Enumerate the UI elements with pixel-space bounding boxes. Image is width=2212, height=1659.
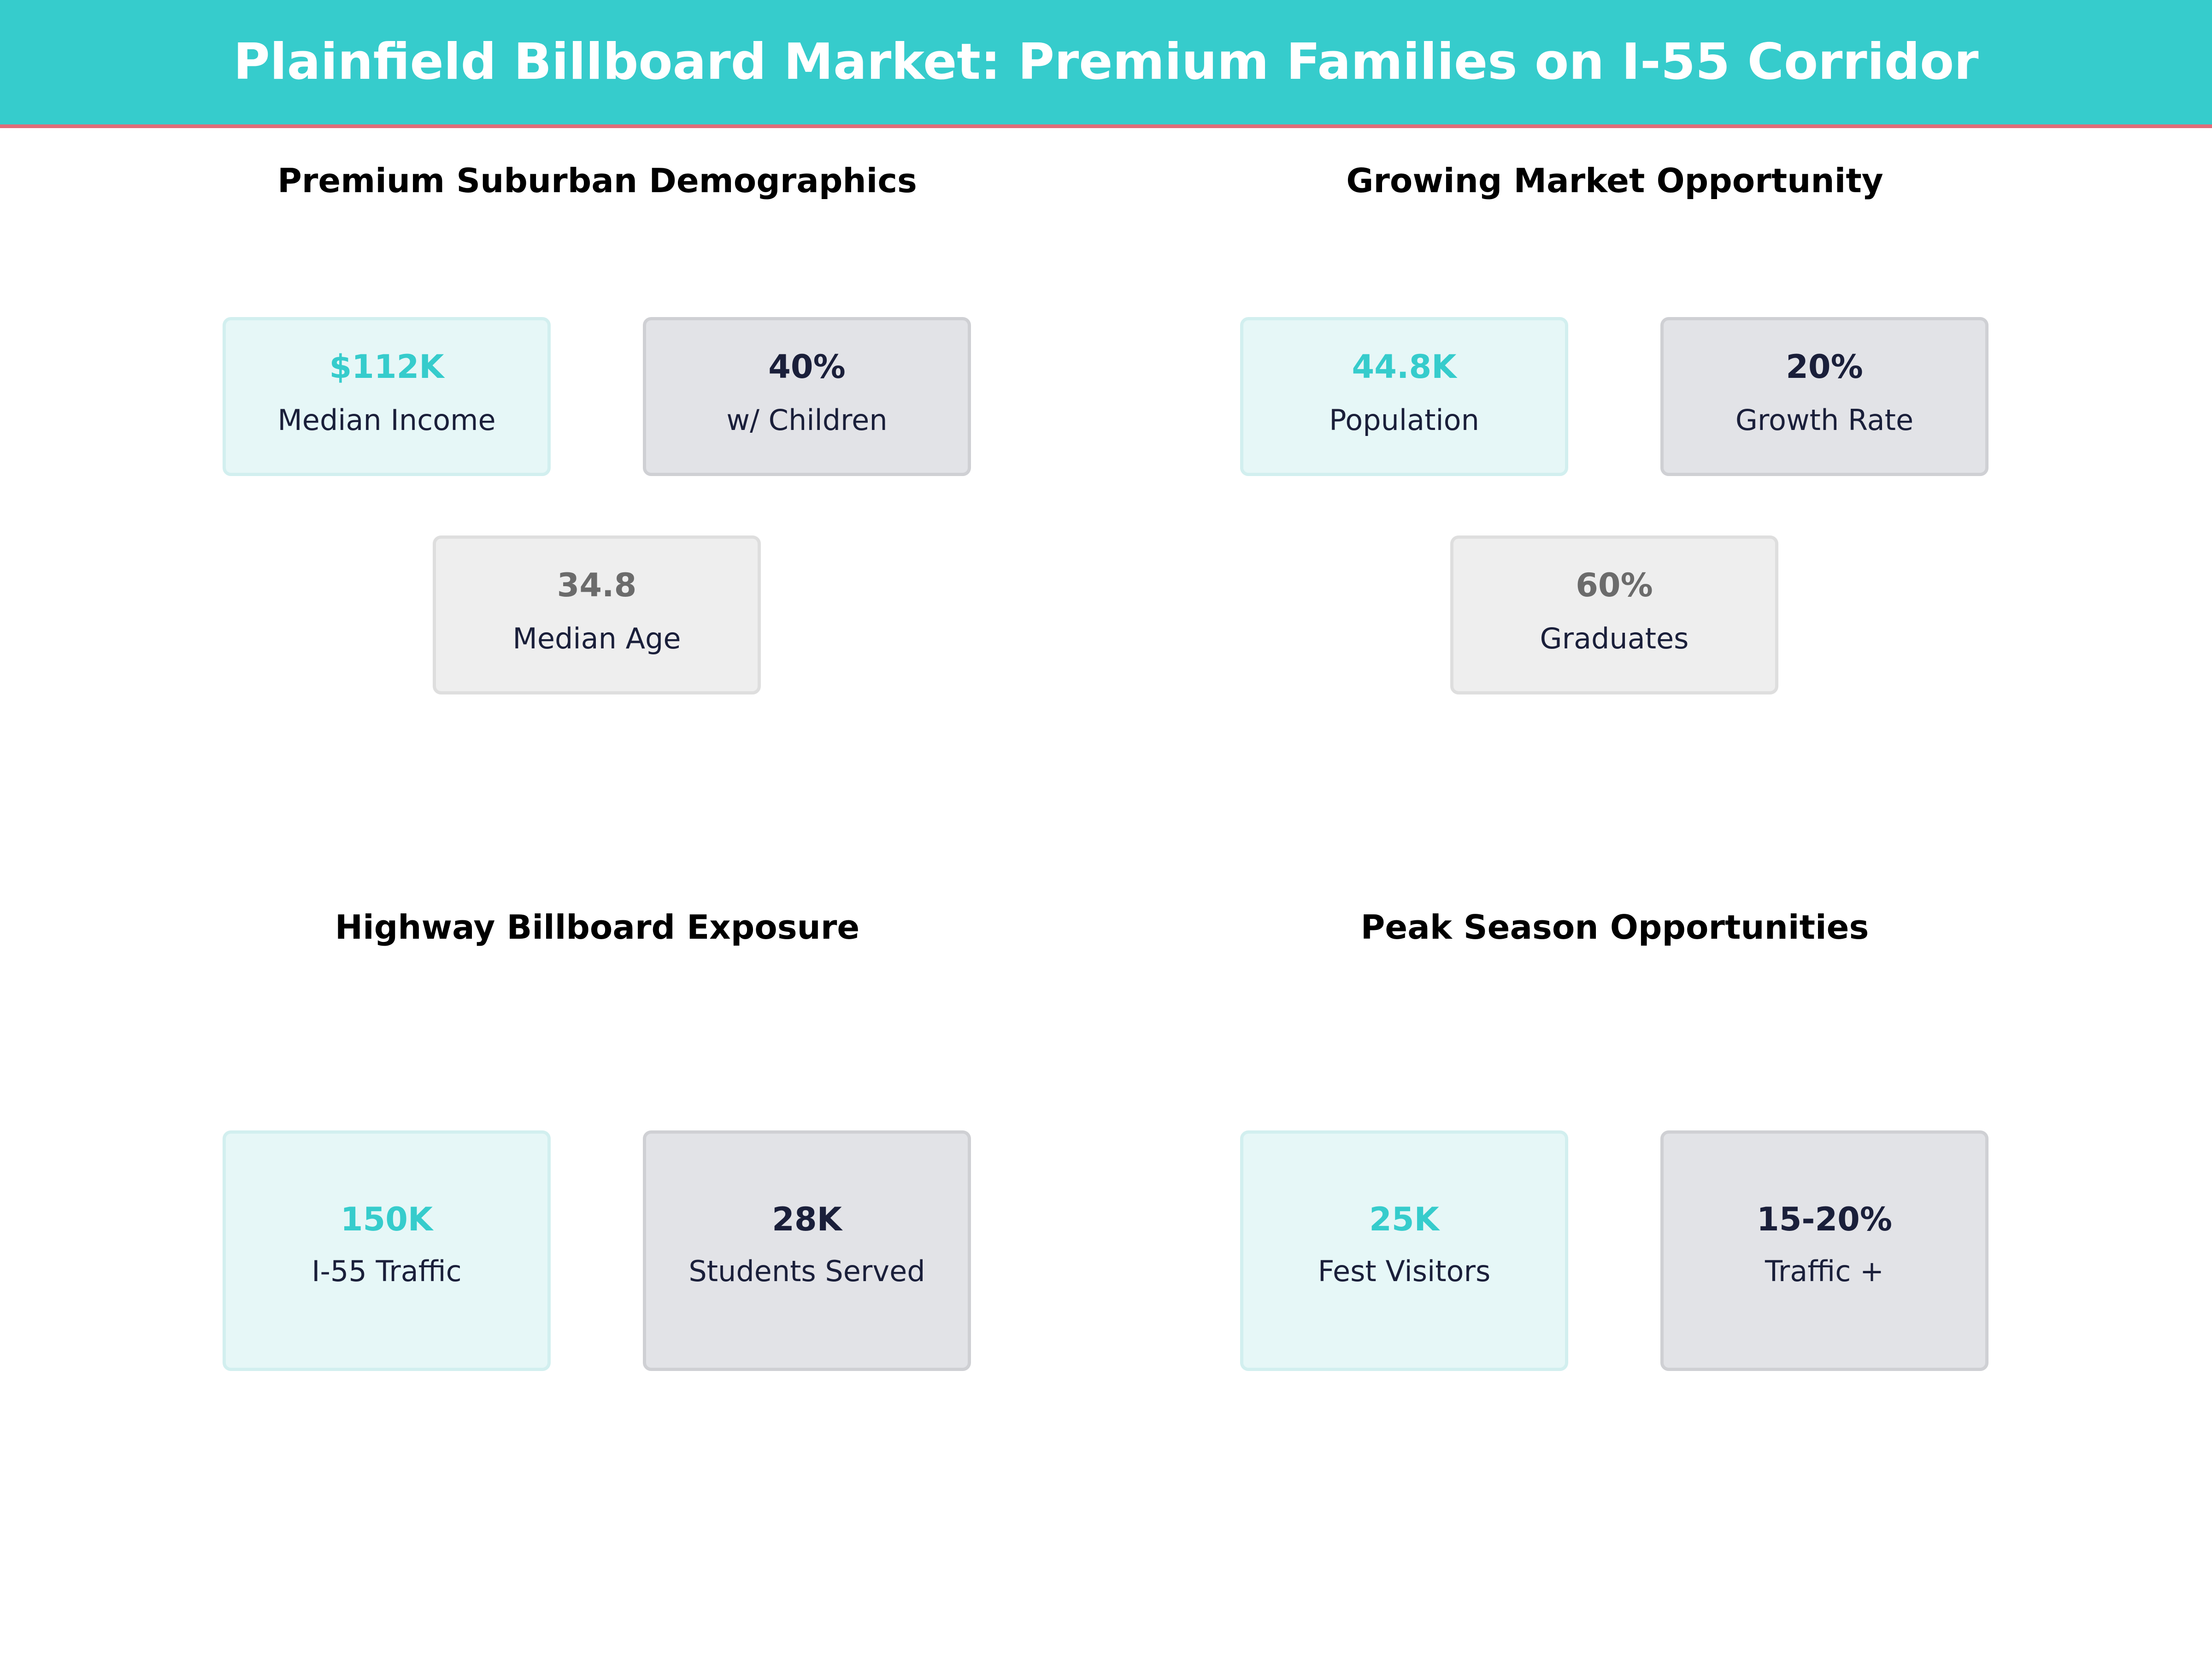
stat-label: Growth Rate — [1735, 403, 1914, 437]
stat-label: Median Age — [512, 622, 681, 655]
stat-card-i55-traffic: 150K I-55 Traffic — [223, 1130, 551, 1371]
panel-title-exposure: Highway Billboard Exposure — [335, 908, 860, 947]
stat-label: Median Income — [277, 403, 496, 437]
stat-card-traffic-increase: 15-20% Traffic + — [1660, 1130, 1988, 1371]
stat-value: 34.8 — [557, 566, 637, 604]
stat-value: 40% — [768, 348, 846, 386]
stat-value: 44.8K — [1352, 348, 1457, 386]
stat-label: I-55 Traffic — [312, 1254, 462, 1288]
stat-value: 150K — [340, 1200, 433, 1238]
stat-card-growth-rate: 20% Growth Rate — [1660, 317, 1988, 476]
stat-label: Population — [1329, 403, 1479, 437]
stat-value: $112K — [329, 348, 444, 386]
stat-value: 28K — [772, 1200, 842, 1238]
stat-value: 60% — [1576, 566, 1653, 604]
stat-value: 25K — [1369, 1200, 1439, 1238]
panel-title-market: Growing Market Opportunity — [1346, 161, 1883, 200]
stat-card-population: 44.8K Population — [1240, 317, 1568, 476]
stat-card-median-income: $112K Median Income — [223, 317, 551, 476]
stat-card-students-served: 28K Students Served — [643, 1130, 971, 1371]
stat-value: 20% — [1786, 348, 1863, 386]
stat-card-fest-visitors: 25K Fest Visitors — [1240, 1130, 1568, 1371]
stat-card-graduates: 60% Graduates — [1450, 535, 1778, 694]
stat-label: Fest Visitors — [1318, 1254, 1491, 1288]
stat-label: Students Served — [688, 1254, 925, 1288]
stat-value: 15-20% — [1756, 1200, 1892, 1238]
panel-title-season: Peak Season Opportunities — [1360, 908, 1869, 947]
panel-title-demographics: Premium Suburban Demographics — [277, 161, 917, 200]
stat-card-median-age: 34.8 Median Age — [433, 535, 761, 694]
stat-label: w/ Children — [726, 403, 888, 437]
stat-label: Traffic + — [1765, 1254, 1884, 1288]
stat-card-children: 40% w/ Children — [643, 317, 971, 476]
stat-label: Graduates — [1540, 622, 1689, 655]
header-banner: Plainfield Billboard Market: Premium Fam… — [0, 0, 2212, 128]
page-title: Plainfield Billboard Market: Premium Fam… — [233, 33, 1979, 91]
